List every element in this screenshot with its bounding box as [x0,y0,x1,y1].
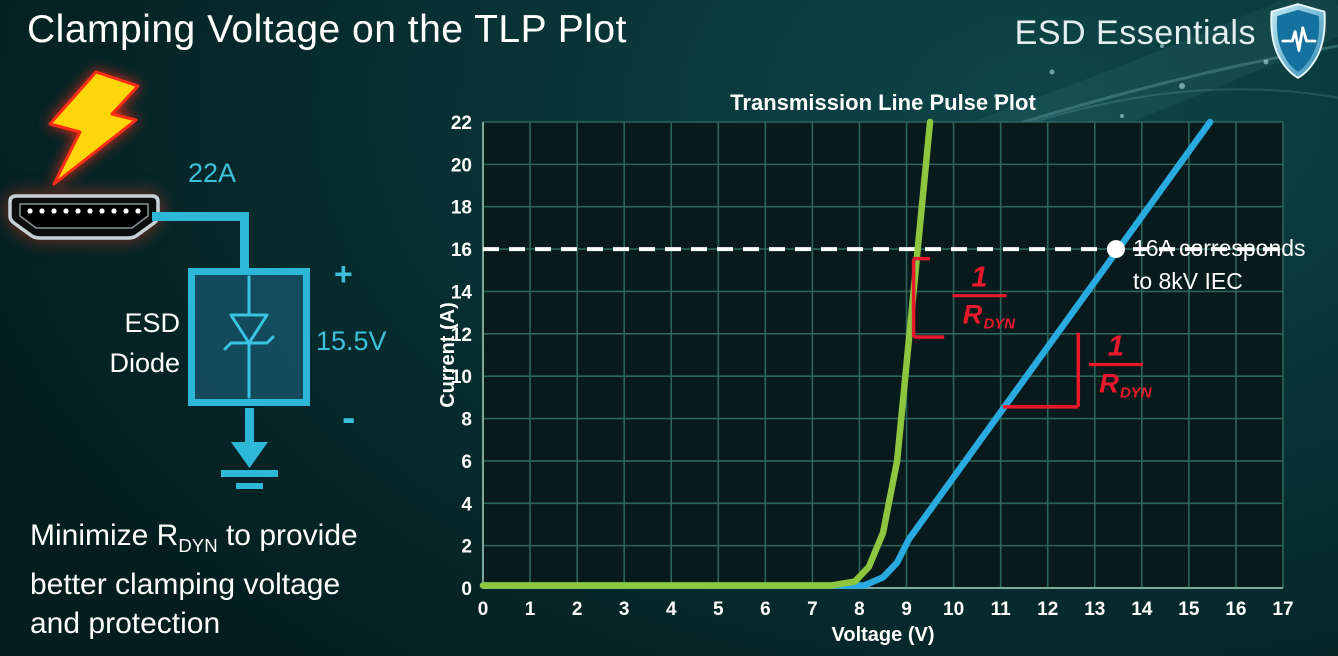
y-axis-label: Current (A) [440,302,459,408]
hdmi-connector-icon [8,194,160,240]
rdyn-fraction-denominator: R [1099,369,1119,399]
x-tick-label: 12 [1037,599,1058,620]
plot-area [483,122,1283,588]
y-tick-label: 2 [461,537,472,558]
note-line3: and protection [30,607,221,640]
rdyn-fraction-denominator: R [963,300,983,330]
device-label: ESD Diode [90,303,180,383]
y-tick-label: 20 [451,155,472,176]
marker-label-line1: 16A corresponds [1133,235,1306,261]
y-tick-label: 18 [451,198,472,219]
chart-title: Transmission Line Pulse Plot [730,90,1036,115]
x-axis-label: Voltage (V) [832,624,935,646]
device-label-line2: Diode [109,348,180,378]
y-tick-label: 4 [461,494,472,515]
zener-diode-symbol [223,275,275,399]
marker-dot-16A [1106,240,1125,259]
marker-label-line2: to 8kV IEC [1133,268,1243,294]
brand-text: ESD Essentials [1014,14,1256,52]
x-tick-label: 11 [991,599,1012,620]
x-tick-label: 4 [666,599,677,620]
x-tick-label: 2 [572,599,583,620]
plus-sign: + [334,256,353,292]
x-tick-label: 7 [807,599,818,620]
page-title: Clamping Voltage on the TLP Plot [27,8,627,51]
x-tick-label: 13 [1084,599,1105,620]
ground-symbol [221,408,278,489]
surge-current-label: 22A [188,158,237,188]
wire-vertical [240,212,249,270]
rdyn-subscript: DYN [178,535,218,556]
rdyn-fraction-numerator: 1 [1108,331,1124,363]
rdyn-fraction-subscript: DYN [983,316,1016,333]
minus-sign: - [342,396,356,440]
note-line2: better clamping voltage [30,568,341,601]
x-tick-label: 17 [1272,599,1293,620]
y-tick-label: 22 [451,113,472,134]
y-tick-label: 6 [461,452,472,473]
rdyn-fraction-numerator: 1 [971,262,987,294]
y-tick-label: 16 [451,240,472,261]
wire-horizontal [152,212,249,221]
lightning-bolt-icon [48,70,140,186]
clamp-voltage-label: 15.5V [316,326,387,356]
x-tick-label: 14 [1131,599,1153,620]
takeaway-note: Minimize RDYN to provide better clamping… [30,516,358,643]
y-tick-label: 0 [461,579,472,600]
x-tick-label: 10 [943,599,964,620]
y-tick-label: 14 [451,282,473,303]
y-tick-label: 8 [461,410,472,431]
x-tick-label: 15 [1178,599,1200,620]
x-tick-label: 9 [901,599,912,620]
x-tick-label: 16 [1225,599,1246,620]
brand: ESD Essentials [1015,0,1332,82]
x-tick-label: 6 [760,599,771,620]
rdyn-fraction-subscript: DYN [1120,385,1153,402]
series-green-curve-low-rdyn [479,118,934,589]
x-tick-label: 8 [854,599,865,620]
shield-pulse-icon [1270,3,1326,79]
note-line1: Minimize RDYN to provide [30,519,358,556]
x-tick-label: 3 [619,599,630,620]
y-tick-label: 12 [451,325,472,346]
x-tick-label: 5 [713,599,724,620]
x-tick-label: 0 [478,599,489,620]
x-tick-label: 1 [525,599,536,620]
tlp-chart: 0 1 2 3 4 5 6 7 8 9 10 11 12 13 14 15 16 1702468101214161… [440,90,1306,646]
device-label-line1: ESD [124,308,180,338]
y-tick-label: 10 [451,367,472,388]
esd-diode-box [188,268,310,406]
